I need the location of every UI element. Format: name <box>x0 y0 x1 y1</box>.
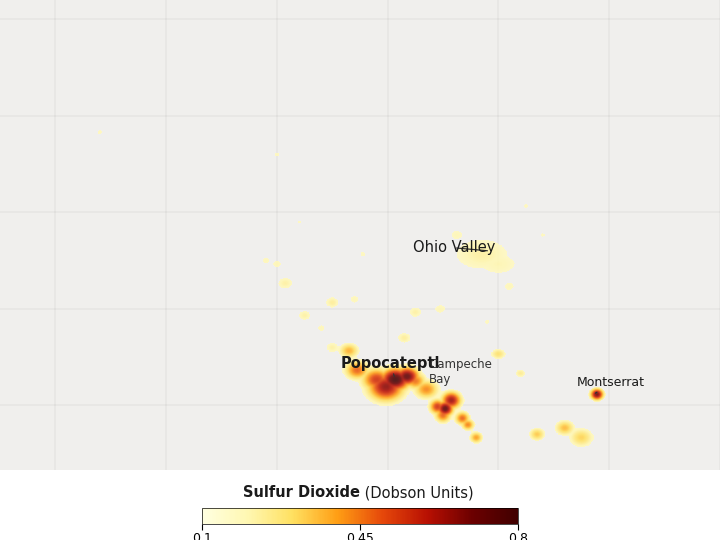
Text: (Dobson Units): (Dobson Units) <box>360 485 474 500</box>
Text: Ohio Valley: Ohio Valley <box>413 240 495 255</box>
Text: Campeche
Bay: Campeche Bay <box>429 358 492 386</box>
Text: Montserrat: Montserrat <box>577 376 645 393</box>
Text: Popocateptl: Popocateptl <box>341 356 440 376</box>
Text: Sulfur Dioxide: Sulfur Dioxide <box>243 485 360 500</box>
Polygon shape <box>0 0 720 470</box>
